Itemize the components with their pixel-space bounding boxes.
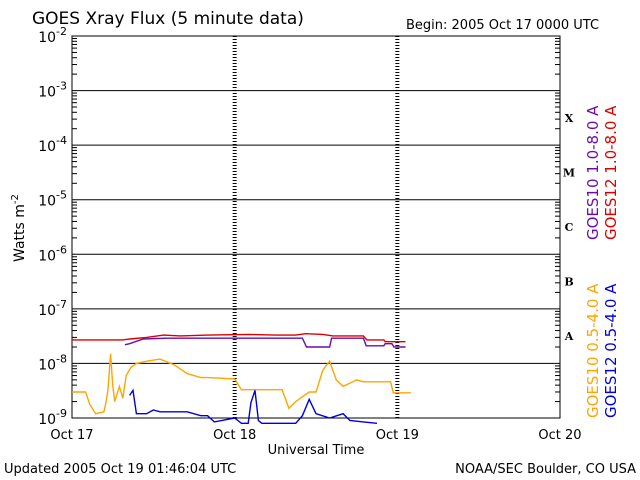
grid-lines (72, 37, 560, 403)
x-tick-label: Oct 17 (50, 428, 93, 443)
y-tick-exp: -9 (56, 407, 67, 420)
x-tick-label: Oct 18 (213, 428, 256, 443)
x-tick-marks (232, 36, 400, 418)
flare-class-M: M (563, 166, 575, 179)
y-tick-label: 10-5 (38, 189, 67, 210)
legend-entry-2: GOES10 0.5-4.0 A (584, 283, 602, 418)
updated-timestamp: Updated 2005 Oct 19 01:46:04 UTC (4, 462, 236, 477)
series-line-3 (129, 388, 378, 424)
y-tick-exp: -6 (56, 243, 67, 256)
x-tick-labels: Oct 17 Oct 18 Oct 19 Oct 20 (50, 428, 581, 443)
y-tick-label: 10-4 (38, 134, 67, 155)
y-tick-base: 10 (38, 303, 56, 319)
x-axis-label: Universal Time (268, 443, 365, 458)
flare-class-C: C (565, 221, 574, 234)
y-tick-label: 10-9 (38, 407, 67, 428)
y-tick-label: 10-7 (38, 298, 67, 319)
x-tick-label: Oct 19 (376, 428, 419, 443)
y-axis-label: Watts m-2 (10, 194, 28, 262)
y-tick-base: 10 (38, 139, 56, 155)
flare-class-X: X (565, 112, 574, 125)
y-tick-exp: -7 (56, 298, 67, 311)
y-axis-label-main: Watts m (12, 204, 28, 262)
series-line-0 (124, 337, 406, 348)
series-line-2 (72, 353, 411, 415)
x-tick-label: Oct 20 (538, 428, 581, 443)
begin-time-label: Begin: 2005 Oct 17 0000 UTC (406, 18, 599, 33)
y-tick-label: 10-6 (38, 243, 67, 264)
series-lines (72, 332, 411, 424)
y-tick-exp: -4 (56, 134, 67, 147)
legend-entry-0: GOES10 1.0-8.0 A (584, 105, 602, 240)
y-tick-exp: -2 (56, 25, 67, 38)
legend-entry-1: GOES12 1.0-8.0 A (602, 105, 620, 240)
flare-class-B: B (564, 276, 573, 289)
series-line-1 (72, 332, 406, 343)
y-tick-base: 10 (38, 248, 56, 264)
y-tick-exp: -5 (56, 189, 67, 202)
flare-class-A: A (564, 330, 574, 343)
y-tick-exp: -8 (56, 352, 67, 365)
y-tick-labels: 10-210-310-410-510-610-710-810-9 (38, 25, 67, 428)
y-tick-base: 10 (38, 357, 56, 373)
chart-title: GOES Xray Flux (5 minute data) (32, 9, 304, 29)
legend-entry-3: GOES12 0.5-4.0 A (602, 283, 620, 418)
plot-frame (71, 35, 561, 419)
y-tick-base: 10 (38, 412, 56, 428)
credit-label: NOAA/SEC Boulder, CO USA (455, 462, 636, 477)
y-tick-exp: -3 (56, 80, 67, 93)
y-axis-label-exp: -2 (10, 194, 21, 204)
legend: GOES10 1.0-8.0 A GOES12 1.0-8.0 A GOES10 0… (584, 105, 620, 418)
y-tick-label: 10-3 (38, 80, 67, 101)
y-tick-label: 10-2 (38, 25, 67, 46)
y-tick-base: 10 (38, 30, 56, 46)
y-tick-base: 10 (38, 85, 56, 101)
y-tick-label: 10-8 (38, 352, 67, 373)
flare-class-labels: X M C B A (563, 112, 575, 343)
y-tick-base: 10 (38, 194, 56, 210)
